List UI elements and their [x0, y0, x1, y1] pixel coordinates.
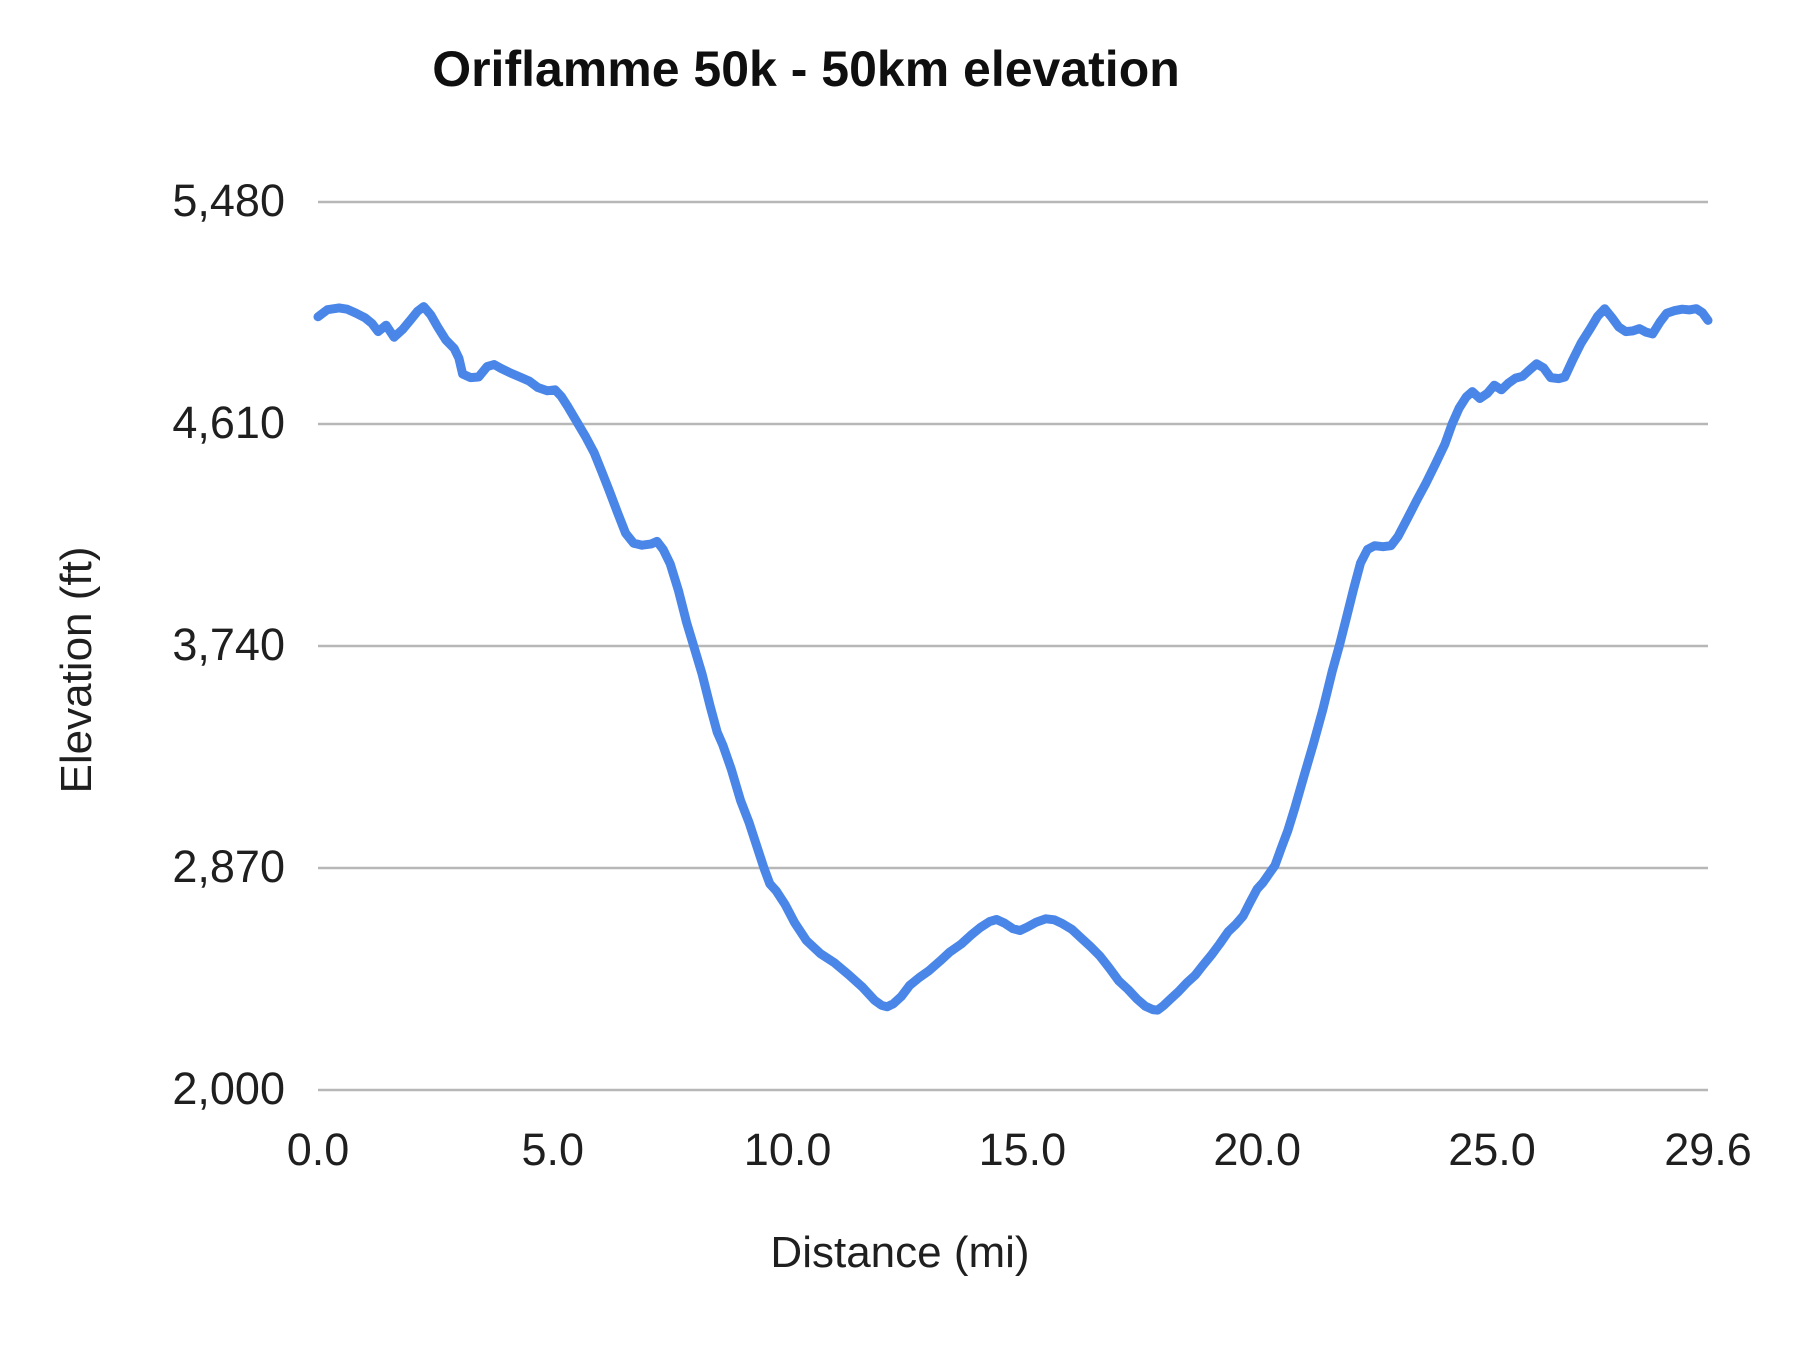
x-tick-label: 0.0 — [286, 1124, 350, 1175]
y-tick-label: 5,480 — [172, 175, 285, 226]
y-axis-title: Elevation (ft) — [52, 546, 101, 794]
chart-title: Oriflamme 50k - 50km elevation — [432, 41, 1180, 97]
y-tick-label: 4,610 — [172, 397, 285, 448]
x-tick-label: 25.0 — [1448, 1124, 1536, 1175]
x-tick-label: 15.0 — [978, 1124, 1067, 1175]
y-tick-label: 2,870 — [172, 841, 285, 892]
y-tick-label: 3,740 — [172, 619, 285, 670]
x-tick-label: 5.0 — [521, 1124, 585, 1175]
x-axis-title: Distance (mi) — [770, 1228, 1030, 1277]
x-tick-label: 29.6 — [1664, 1124, 1752, 1175]
x-tick-label: 10.0 — [743, 1124, 832, 1175]
x-tick-label: 20.0 — [1213, 1124, 1301, 1175]
elevation-line — [313, 302, 1713, 1015]
y-tick-label: 2,000 — [172, 1063, 285, 1114]
gridlines — [318, 200, 1708, 1092]
